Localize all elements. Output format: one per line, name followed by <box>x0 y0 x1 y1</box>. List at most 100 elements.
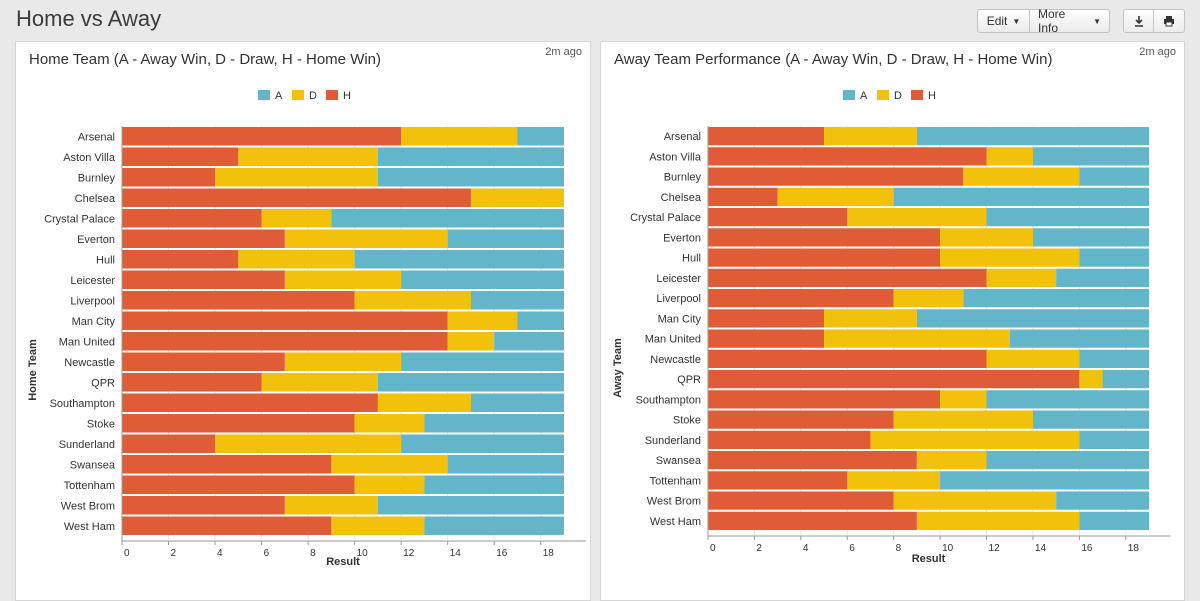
bar-h[interactable] <box>122 352 285 372</box>
bar-a[interactable] <box>377 168 564 187</box>
bar-h[interactable] <box>122 188 471 208</box>
print-button[interactable] <box>1154 9 1185 33</box>
bar-h[interactable] <box>122 127 402 146</box>
bar-a[interactable] <box>1032 147 1149 166</box>
bar-a[interactable] <box>354 250 564 269</box>
bar-h[interactable] <box>708 410 894 429</box>
bar-h[interactable] <box>122 147 239 167</box>
bar-a[interactable] <box>424 414 564 433</box>
bar-a[interactable] <box>517 311 564 331</box>
bar-a[interactable] <box>1079 349 1149 368</box>
bar-h[interactable] <box>122 434 216 454</box>
bar-a[interactable] <box>986 451 1149 470</box>
bar-d[interactable] <box>893 289 964 308</box>
bar-h[interactable] <box>708 390 941 409</box>
bar-a[interactable] <box>1079 248 1149 267</box>
edit-button[interactable]: Edit ▼ <box>977 9 1030 33</box>
bar-h[interactable] <box>708 208 848 227</box>
bar-h[interactable] <box>122 455 332 474</box>
bar-d[interactable] <box>238 147 378 167</box>
bar-a[interactable] <box>1032 410 1149 429</box>
bar-a[interactable] <box>424 516 564 536</box>
bar-a[interactable] <box>470 393 564 413</box>
bar-a[interactable] <box>401 352 564 372</box>
bar-d[interactable] <box>986 147 1033 166</box>
bar-d[interactable] <box>215 168 378 187</box>
bar-h[interactable] <box>708 471 848 490</box>
bar-a[interactable] <box>401 270 564 290</box>
bar-a[interactable] <box>401 434 564 454</box>
bar-d[interactable] <box>940 248 1080 267</box>
bar-h[interactable] <box>708 248 941 267</box>
bar-d[interactable] <box>940 228 1033 247</box>
bar-h[interactable] <box>122 311 448 331</box>
bar-d[interactable] <box>447 311 518 331</box>
bar-d[interactable] <box>261 209 332 228</box>
bar-a[interactable] <box>1102 370 1149 389</box>
bar-d[interactable] <box>215 434 402 454</box>
bar-h[interactable] <box>708 309 825 328</box>
bar-a[interactable] <box>1079 511 1149 530</box>
bar-d[interactable] <box>824 127 917 146</box>
bar-h[interactable] <box>708 289 894 308</box>
more-info-button[interactable]: More Info ▼ <box>1030 7 1110 35</box>
bar-h[interactable] <box>122 168 216 187</box>
bar-d[interactable] <box>377 393 471 413</box>
bar-d[interactable] <box>777 187 894 206</box>
bar-d[interactable] <box>893 491 1057 510</box>
bar-d[interactable] <box>986 268 1057 287</box>
bar-d[interactable] <box>401 127 518 146</box>
bar-h[interactable] <box>122 393 378 413</box>
bar-a[interactable] <box>916 309 1149 328</box>
bar-a[interactable] <box>517 127 564 146</box>
bar-a[interactable] <box>424 475 564 495</box>
bar-h[interactable] <box>708 349 987 368</box>
bar-a[interactable] <box>1079 430 1149 449</box>
bar-h[interactable] <box>708 187 778 206</box>
bar-d[interactable] <box>916 451 987 470</box>
bar-a[interactable] <box>377 496 564 515</box>
bar-d[interactable] <box>963 167 1080 186</box>
bar-a[interactable] <box>1032 228 1149 247</box>
bar-d[interactable] <box>824 309 917 328</box>
bar-h[interactable] <box>708 491 894 510</box>
bar-h[interactable] <box>708 228 941 247</box>
bar-d[interactable] <box>284 496 378 515</box>
bar-d[interactable] <box>470 188 564 208</box>
bar-h[interactable] <box>122 291 355 310</box>
bar-a[interactable] <box>494 332 564 351</box>
bar-d[interactable] <box>870 430 1080 449</box>
bar-a[interactable] <box>470 291 564 310</box>
bar-d[interactable] <box>284 270 402 290</box>
bar-h[interactable] <box>708 167 964 186</box>
bar-d[interactable] <box>447 332 495 351</box>
bar-d[interactable] <box>261 373 378 392</box>
bar-h[interactable] <box>708 329 825 348</box>
bar-h[interactable] <box>122 373 262 392</box>
bar-a[interactable] <box>963 289 1149 308</box>
bar-a[interactable] <box>986 390 1149 409</box>
bar-h[interactable] <box>708 511 917 530</box>
bar-h[interactable] <box>708 430 871 449</box>
bar-d[interactable] <box>847 208 987 227</box>
bar-h[interactable] <box>122 496 285 515</box>
bar-d[interactable] <box>331 516 425 536</box>
bar-d[interactable] <box>824 329 1010 348</box>
bar-h[interactable] <box>122 414 355 433</box>
bar-d[interactable] <box>893 410 1033 429</box>
bar-a[interactable] <box>893 187 1149 206</box>
bar-d[interactable] <box>238 250 355 269</box>
bar-a[interactable] <box>1056 268 1149 287</box>
bar-h[interactable] <box>708 147 987 166</box>
bar-a[interactable] <box>1009 329 1149 348</box>
bar-h[interactable] <box>708 370 1080 389</box>
bar-d[interactable] <box>354 475 425 495</box>
bar-d[interactable] <box>986 349 1080 368</box>
bar-a[interactable] <box>1079 167 1149 186</box>
bar-a[interactable] <box>940 471 1149 490</box>
bar-d[interactable] <box>940 390 987 409</box>
bar-d[interactable] <box>847 471 941 490</box>
bar-d[interactable] <box>284 352 402 372</box>
bar-a[interactable] <box>986 208 1149 227</box>
